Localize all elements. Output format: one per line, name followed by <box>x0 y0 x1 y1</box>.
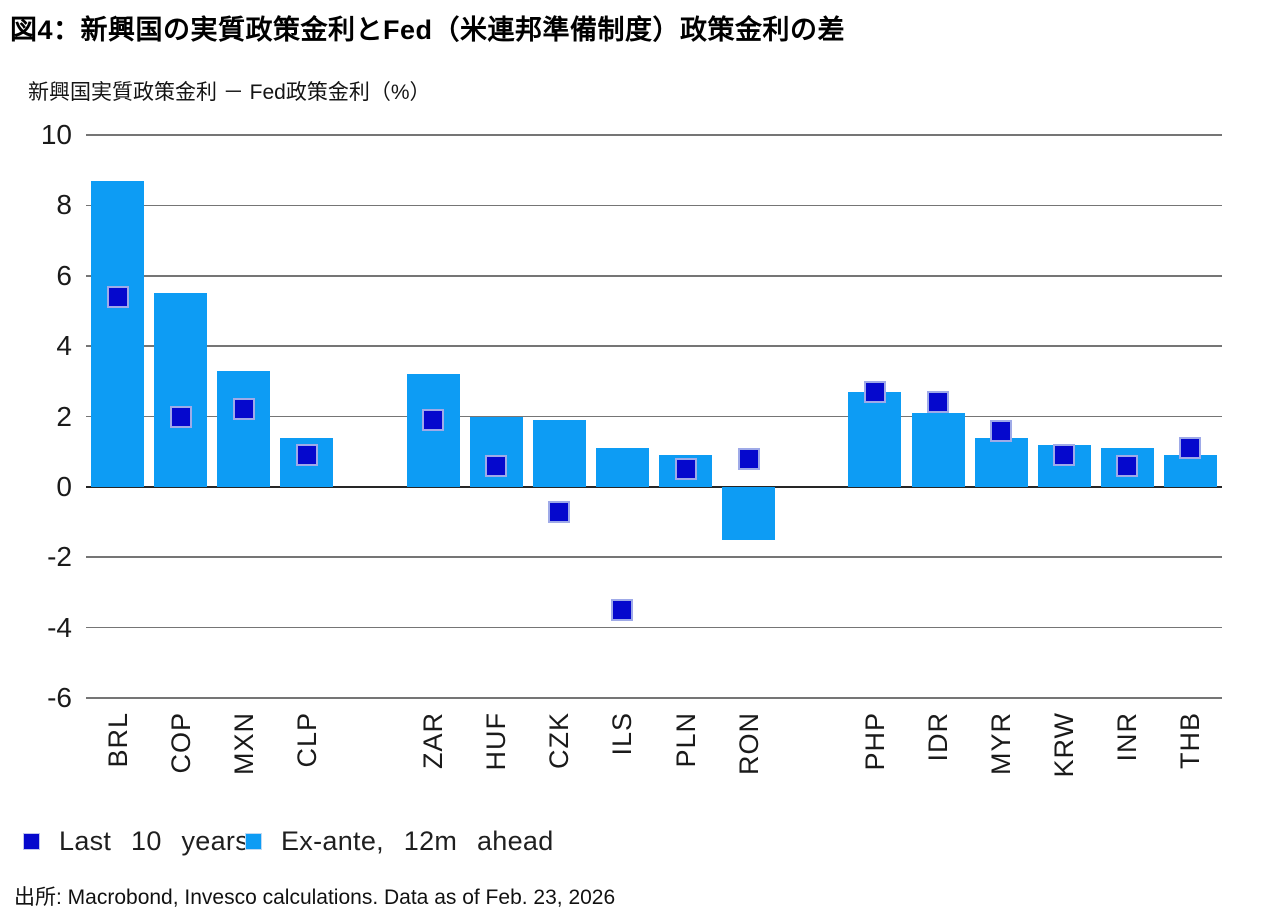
legend-label: Ex-ante, 12m ahead <box>281 825 554 856</box>
x-tick-label-MYR: MYR <box>986 712 1017 775</box>
marker-ILS <box>611 599 634 622</box>
y-tick-label: -2 <box>47 541 72 573</box>
x-tick-label-ZAR: ZAR <box>418 712 449 769</box>
zero-gridline <box>86 485 1222 488</box>
marker-CLP <box>295 444 318 467</box>
bar-PHP <box>848 391 902 487</box>
marker-IDR <box>927 391 949 414</box>
plot-area: 10 8 6 4 2 0 -2 -4 -6 BRL COP MXN CLP ZAR HUF CZK ILS PLN… <box>41 120 1222 778</box>
x-tick-label-BRL: BRL <box>102 712 133 768</box>
marker-RON <box>737 447 760 470</box>
bar-THB <box>1163 455 1217 487</box>
marker-MYR <box>990 419 1013 442</box>
y-tick-label: 6 <box>56 259 72 291</box>
y-tick-label: 0 <box>56 470 72 502</box>
bar-ILS <box>595 448 649 487</box>
x-tick-label-PLN: PLN <box>670 712 701 768</box>
bar-MXN <box>217 370 271 487</box>
legend-square-icon-dark-blue <box>23 832 40 850</box>
marker-INR <box>1116 454 1139 477</box>
x-tick-label-CLP: CLP <box>291 712 322 768</box>
x-tick-label-COP: COP <box>165 712 196 774</box>
gridline <box>86 345 1222 347</box>
marker-THB <box>1179 437 1202 460</box>
y-tick-label: 8 <box>56 189 72 221</box>
marker-KRW <box>1053 444 1076 467</box>
bar-BRL <box>91 180 145 487</box>
marker-ZAR <box>422 409 445 432</box>
x-tick-label-IDR: IDR <box>923 712 953 762</box>
x-tick-label-HUF: HUF <box>481 712 512 771</box>
marker-COP <box>169 405 192 428</box>
bar-COP <box>154 293 208 487</box>
y-tick-label: 10 <box>40 119 72 150</box>
gridline <box>86 626 1222 629</box>
x-tick-label-THB: THB <box>1175 712 1206 769</box>
bar-CZK <box>532 420 586 487</box>
bar-IDR <box>911 412 965 487</box>
axis-unit-label: 新興国実質政策金利 － Fed政策金利（%） <box>28 81 431 104</box>
marker-PLN <box>674 458 697 481</box>
marker-CZK <box>548 500 571 523</box>
gridline <box>86 415 1222 418</box>
x-tick-label-ILS: ILS <box>607 712 638 756</box>
gridline <box>86 204 1222 207</box>
bar-RON <box>722 486 776 540</box>
x-tick-label-CZK: CZK <box>544 712 575 769</box>
y-tick-label: 4 <box>56 330 72 362</box>
source-note: 出所: Macrobond, Invesco calculations. Dat… <box>14 886 616 909</box>
marker-BRL <box>106 285 129 308</box>
legend-item-last-10-years: Last 10 years <box>23 826 249 856</box>
gridline <box>86 697 1222 699</box>
gridline <box>86 274 1222 277</box>
y-tick-label: -4 <box>47 611 72 643</box>
chart-title: 図4：新興国の実質政策金利とFed（米連邦準備制度）政策金利の差 <box>10 15 846 45</box>
marker-MXN <box>232 398 255 421</box>
bar-MYR <box>974 437 1028 487</box>
x-tick-label-KRW: KRW <box>1049 712 1080 778</box>
marker-PHP <box>863 380 886 403</box>
legend-label: Last 10 years <box>59 825 249 856</box>
x-tick-label-INR: INR <box>1112 712 1143 762</box>
gridline <box>86 134 1222 136</box>
gridline <box>86 556 1222 559</box>
marker-HUF <box>485 454 508 477</box>
x-tick-label-PHP: PHP <box>859 712 890 771</box>
x-tick-label-MXN: MXN <box>228 712 259 775</box>
y-tick-label: -6 <box>47 682 72 713</box>
x-tick-label-RON: RON <box>733 712 764 775</box>
legend-square-icon-light-blue <box>245 832 262 850</box>
legend-item-ex-ante: Ex-ante, 12m ahead <box>245 826 554 856</box>
y-tick-label: 2 <box>56 400 72 432</box>
